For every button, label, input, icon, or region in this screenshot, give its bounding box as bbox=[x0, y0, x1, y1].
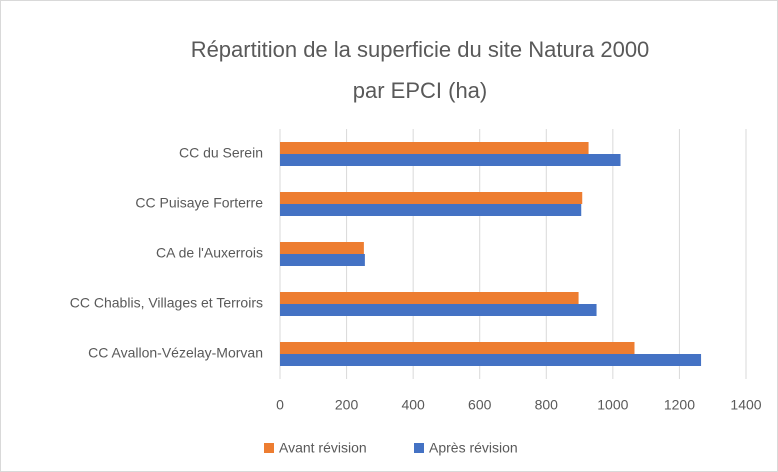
x-tick-label: 200 bbox=[335, 397, 359, 413]
x-tick-label: 1000 bbox=[597, 397, 628, 413]
y-tick-label: CC du Serein bbox=[179, 145, 263, 161]
bar bbox=[280, 354, 702, 366]
y-tick-label: CC Chablis, Villages et Terroirs bbox=[70, 295, 263, 311]
chart-title: Répartition de la superficie du site Nat… bbox=[191, 37, 650, 62]
legend-swatch bbox=[264, 443, 274, 453]
y-tick-label: CC Puisaye Forterre bbox=[135, 195, 263, 211]
bar bbox=[280, 204, 582, 216]
x-tick-label: 1400 bbox=[730, 397, 761, 413]
legend-label: Après révision bbox=[429, 440, 518, 456]
bar bbox=[280, 242, 364, 254]
x-tick-label: 800 bbox=[535, 397, 559, 413]
x-tick-label: 600 bbox=[468, 397, 492, 413]
y-tick-label: CC Avallon-Vézelay-Morvan bbox=[88, 345, 263, 361]
bar bbox=[280, 304, 597, 316]
bar bbox=[280, 142, 589, 154]
y-tick-label: CA de l'Auxerrois bbox=[156, 245, 263, 261]
legend-swatch bbox=[414, 443, 424, 453]
x-tick-label: 0 bbox=[276, 397, 284, 413]
bar bbox=[280, 154, 621, 166]
x-tick-label: 1200 bbox=[664, 397, 695, 413]
legend-label: Avant révision bbox=[279, 440, 367, 456]
chart-title: par EPCI (ha) bbox=[353, 78, 488, 103]
x-tick-label: 400 bbox=[401, 397, 425, 413]
bar bbox=[280, 192, 583, 204]
bar bbox=[280, 342, 635, 354]
bar bbox=[280, 292, 579, 304]
bar bbox=[280, 254, 365, 266]
